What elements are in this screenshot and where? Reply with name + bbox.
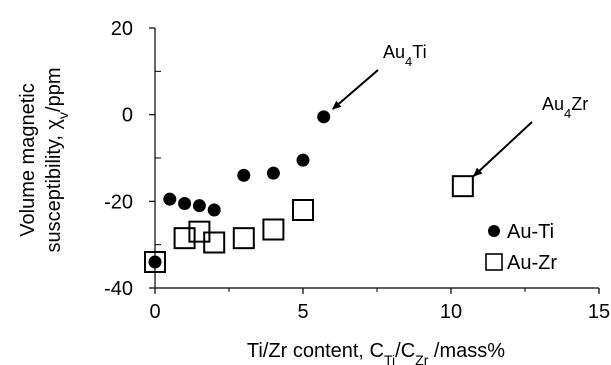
point-au-ti [148,255,162,269]
y-axis-title-line-2: susceptibility, χv/ppm [43,68,71,253]
x-axis-title: Ti/Zr content, CTi/CZr /mass% [247,340,505,365]
point-au-ti [178,197,192,210]
tick-labels: 0 5 10 15 -40 -20 0 20 [104,18,610,323]
point-au-ti [296,153,310,167]
annotation-label: Au4Zr [542,94,588,121]
point-au-zr [262,218,285,241]
legend-item-au-ti: Au-Ti [488,221,554,243]
point-au-ti [317,110,331,124]
legend: Au-Ti Au-Zr [485,221,557,274]
y-tick-label: 20 [111,18,133,40]
point-au-ti [266,166,280,180]
y-tick-label: 0 [122,105,133,127]
y-axis-title-line-1: Volume magnetic [17,83,39,236]
x-tick-label: 5 [297,301,308,323]
legend-label-au-zr: Au-Zr [507,252,557,274]
point-au-zr [144,251,166,273]
tick-marks [149,27,600,294]
x-tick-label: 15 [588,301,610,323]
point-au-zr [173,227,196,250]
y-tick-label: -20 [104,191,133,213]
point-au-zr [232,227,255,250]
annotation-label: Au4Ti [383,42,427,69]
annotations: Au4Ti Au4Zr [332,42,588,177]
x-tick-label: 0 [149,301,160,323]
x-tick-label: 10 [440,301,462,323]
legend-marker-au-zr [485,253,503,271]
point-au-zr [292,199,314,221]
annotation-arrow [473,121,533,177]
point-au-ti [237,168,251,182]
point-au-ti [207,203,221,217]
annotation-arrow [332,69,379,110]
legend-marker-au-ti [488,225,500,237]
legend-item-au-zr: Au-Zr [485,252,557,274]
data-points [144,110,474,273]
y-tick-label: -40 [104,278,133,300]
axes [154,28,599,289]
point-au-zr [451,175,474,198]
point-au-zr [203,231,226,254]
y-axis-title: Volume magnetic susceptibility, χv/ppm [17,68,71,253]
point-au-ti [192,199,206,213]
legend-label-au-ti: Au-Ti [507,221,554,243]
point-au-ti [163,192,177,206]
